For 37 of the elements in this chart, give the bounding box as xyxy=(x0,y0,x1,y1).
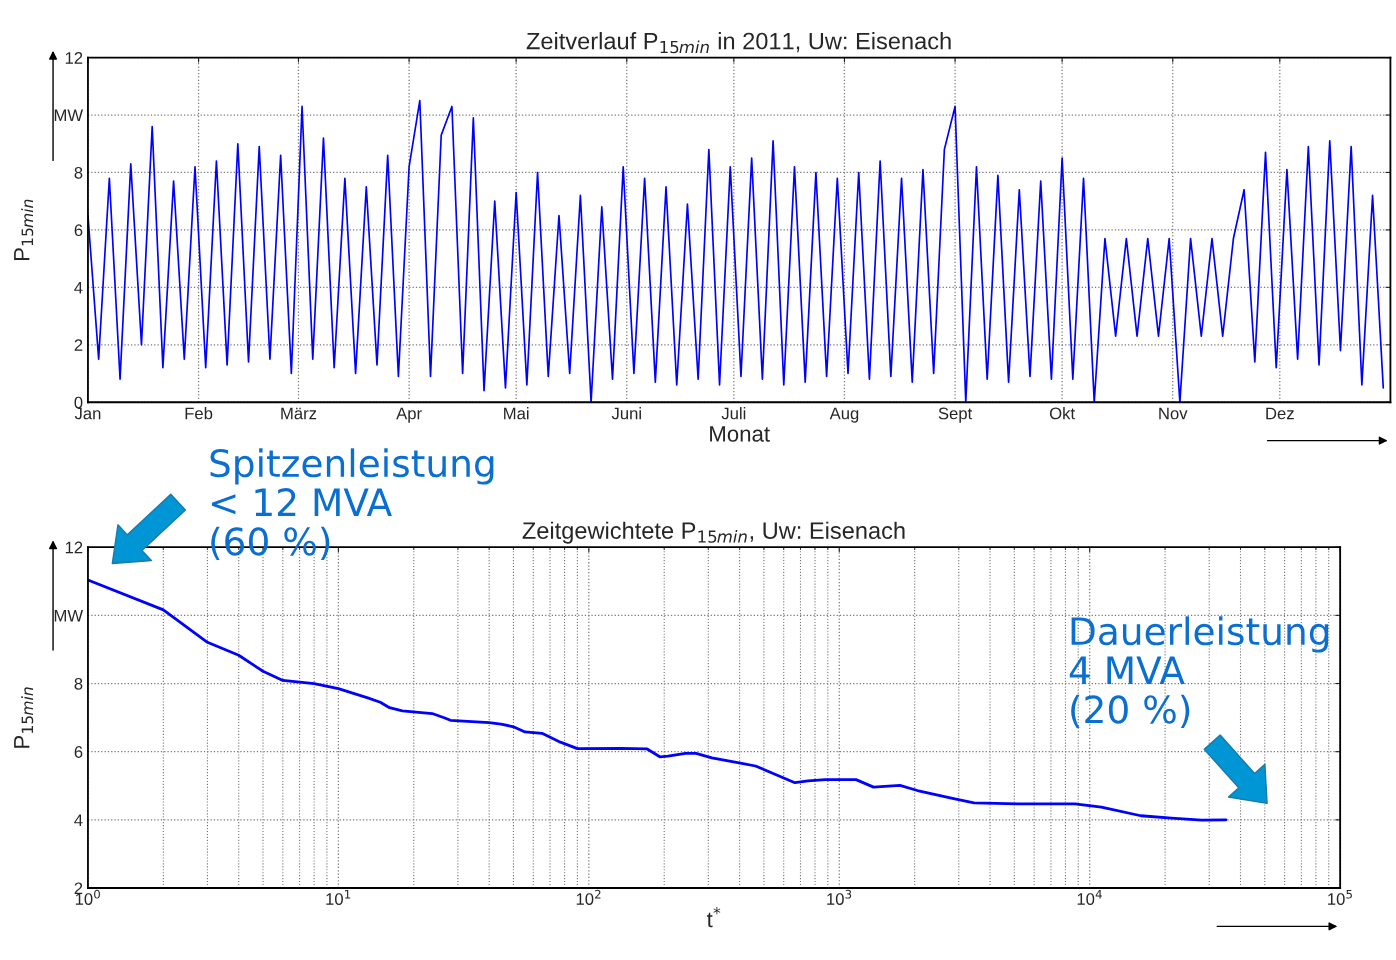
x-tick-label: 10$^{2}$ xyxy=(576,889,601,905)
line-series xyxy=(87,99,1385,403)
y-tick-label: 8 xyxy=(74,166,83,179)
y-axis-title: P$_{15min}$ xyxy=(14,687,34,748)
y-tick-label: 4 xyxy=(74,814,83,826)
x-axis-title: Monat xyxy=(710,426,770,442)
x-tick-label: Juni xyxy=(611,407,641,420)
x-tick-label: Apr xyxy=(396,407,422,423)
x-tick-label: Aug xyxy=(829,407,859,423)
y-tick-label: 6 xyxy=(74,746,83,758)
x-tick-label: Feb xyxy=(185,407,213,420)
x-tick-label: 10$^{5}$ xyxy=(1328,889,1352,905)
y-tick-label: MW xyxy=(54,109,84,122)
x-tick-label: März xyxy=(281,407,317,420)
x-tick-label: Sept xyxy=(938,407,973,423)
x-tick-label: Juli xyxy=(721,407,746,420)
x-tick-label: 10$^{4}$ xyxy=(1077,889,1102,905)
chart-title: Zeitverlauf P$_{15min}$ in 2011, Uw: Eisenach xyxy=(526,32,951,54)
y-tick-label: 6 xyxy=(74,224,83,237)
x-tick-label: Mai xyxy=(504,407,529,420)
y-tick-label: 8 xyxy=(74,677,83,690)
x-axis-title: t$^{*}$ xyxy=(706,907,721,928)
x-tick-label: Jan xyxy=(74,407,101,420)
x-tick-label: 10$^{1}$ xyxy=(326,889,351,905)
x-tick-label: Nov xyxy=(1159,407,1188,420)
x-tick-label: Dez xyxy=(1266,407,1294,420)
y-axis-title: P$_{15min}$ xyxy=(14,199,34,261)
y-tick-label: 2 xyxy=(74,339,83,351)
x-tick-label: 10$^{3}$ xyxy=(827,889,852,905)
annotation: Dauerleistung 4 MVA (20 %) xyxy=(1069,616,1329,729)
x-tick-label: Okt xyxy=(1049,407,1075,420)
y-tick-label: 4 xyxy=(74,281,83,294)
y-tick-label: 0 xyxy=(74,396,83,409)
y-tick-label: MW xyxy=(54,609,84,622)
chart-title: Zeitgewichtete P$_{15min}$, Uw: Eisenach xyxy=(522,521,905,544)
y-tick-label: 12 xyxy=(65,541,83,554)
y-tick-label: 12 xyxy=(65,52,83,64)
